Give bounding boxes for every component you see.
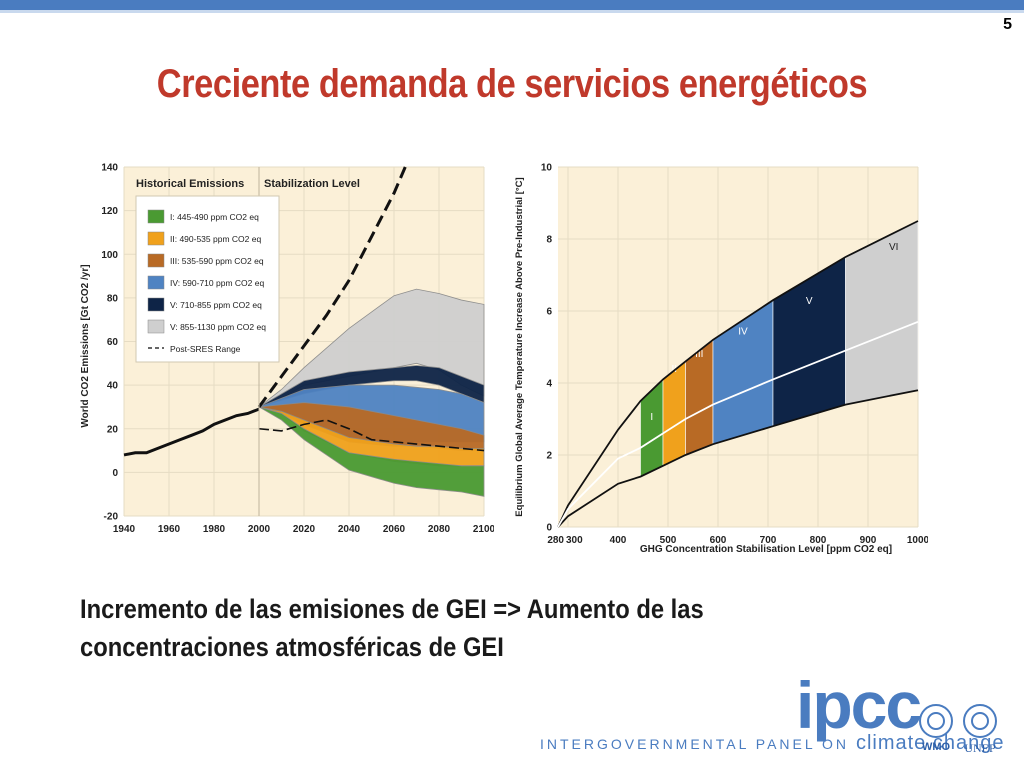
emissions-y-tick-label: 120: [101, 206, 118, 217]
temperature-x-axis-label: GHG Concentration Stabilisation Level [p…: [640, 544, 892, 555]
emissions-x-tick-label: 2060: [383, 524, 406, 535]
legend-item-label: I: 445-490 ppm CO2 eq: [170, 212, 259, 222]
temperature-band-label: I: [650, 412, 653, 423]
legend-swatch: [147, 253, 165, 268]
legend-swatch: [147, 209, 165, 224]
temperature-y-tick-label: 10: [541, 163, 553, 174]
emissions-legend: I: 445-490 ppm CO2 eq II: 490-535 ppm CO2…: [135, 195, 280, 363]
legend-item-label: V: 710-855 ppm CO2 eq: [170, 300, 262, 310]
temperature-x-tick-label: 500: [660, 535, 677, 546]
temperature-x-tick-label: 700: [760, 535, 777, 546]
wmo-label: WMO: [921, 741, 951, 753]
emissions-y-tick-label: 40: [107, 381, 119, 392]
legend-item-label: II: 490-535 ppm CO2 eq: [170, 234, 261, 244]
emissions-y-tick-label: 20: [107, 424, 119, 435]
temperature-x-tick-label: 400: [610, 535, 627, 546]
temperature-x-tick-label: 1000: [907, 535, 928, 546]
legend-box: [135, 195, 280, 363]
unep-logo: UNEP: [958, 700, 1002, 760]
emissions-y-axis-label: World CO2 Emissions [Gt CO2 /yr]: [80, 264, 91, 427]
temperature-lower-curve: [557, 389, 919, 528]
emissions-y-tick-label: 60: [107, 337, 119, 348]
slide-title: Creciente demanda de servicios energétic…: [156, 62, 868, 106]
temperature-y-tick-label: 8: [546, 235, 552, 246]
ipcc-tagline-b: climate change: [855, 732, 1005, 754]
legend-swatch: [147, 297, 165, 312]
ipcc-logo: ipcc: [796, 668, 922, 742]
temperature-band-label: VI: [889, 242, 898, 253]
temperature-x-tick-label: 600: [710, 535, 727, 546]
emissions-y-tick-label: 140: [101, 163, 118, 174]
temperature-x-tick-label: 300: [566, 535, 583, 546]
stabilization-level-header: Stabilization Level: [264, 178, 360, 190]
legend-swatch: [147, 275, 165, 290]
temperature-band-label: IV: [738, 326, 748, 337]
emissions-band-I: [258, 406, 485, 497]
emissions-x-tick-label: 1980: [203, 524, 226, 535]
emissions-x-tick-label: 2020: [293, 524, 316, 535]
slide-number: 5: [1003, 16, 1012, 33]
unep-emblem-icon: [963, 704, 997, 738]
wmo-logo: WMO: [916, 700, 956, 760]
top-accent-bar: [0, 0, 1024, 10]
historical-emissions-header: Historical Emissions: [136, 178, 244, 190]
historical-emissions-line: [123, 407, 260, 457]
emissions-x-tick-label: 2080: [428, 524, 451, 535]
wmo-emblem-icon: [919, 704, 953, 738]
top-accent-stripe: [0, 10, 1024, 13]
temperature-upper-curve: [557, 220, 919, 528]
legend-swatch: [147, 319, 165, 334]
temperature-x-tick-label: 900: [860, 535, 877, 546]
unep-label: UNEP: [964, 741, 996, 755]
legend-item-label: IV: 590-710 ppm CO2 eq: [170, 278, 264, 288]
emissions-y-tick-label: 0: [112, 468, 118, 479]
legend-swatch: [147, 231, 165, 246]
post-sres-lower-line: [258, 419, 485, 452]
legend-item-label: Post-SRES Range: [170, 344, 241, 354]
temperature-y-tick-label: 0: [546, 523, 552, 534]
slide-body-text: Incremento de las emisiones de GEI => Au…: [80, 594, 704, 662]
temperature-band-label: III: [695, 349, 703, 360]
temperature-y-tick-label: 4: [546, 379, 552, 390]
legend-item-label: III: 535-590 ppm CO2 eq: [170, 256, 264, 266]
temperature-y-tick-label: 6: [546, 307, 552, 318]
temperature-band-label: V: [806, 296, 813, 307]
emissions-x-tick-label: 2100: [473, 524, 494, 535]
emissions-x-tick-label: 1960: [158, 524, 181, 535]
temperature-y-axis-label: Equilibrium Global Average Temperature I…: [514, 177, 525, 516]
emissions-x-tick-label: 1940: [113, 524, 136, 535]
legend-item-label: V: 855-1130 ppm CO2 eq: [170, 322, 266, 332]
ipcc-tagline-a: INTERGOVERNMENTAL PANEL ON: [540, 736, 850, 752]
temperature-x-tick-label: 800: [810, 535, 827, 546]
emissions-y-tick-label: 100: [101, 250, 118, 261]
ipcc-tagline: INTERGOVERNMENTAL PANEL ON climate chang…: [540, 732, 1004, 755]
post-sres-upper-line: [257, 166, 407, 408]
emissions-y-tick-label: 80: [107, 293, 119, 304]
emissions-y-tick-label: -20: [104, 512, 119, 523]
temperature-y-tick-label: 2: [546, 451, 552, 462]
emissions-x-tick-label: 2040: [338, 524, 361, 535]
temperature-best-estimate-curve: [557, 320, 919, 528]
temperature-x-tick-label: 280: [547, 535, 564, 546]
emissions-x-tick-label: 2000: [248, 524, 271, 535]
